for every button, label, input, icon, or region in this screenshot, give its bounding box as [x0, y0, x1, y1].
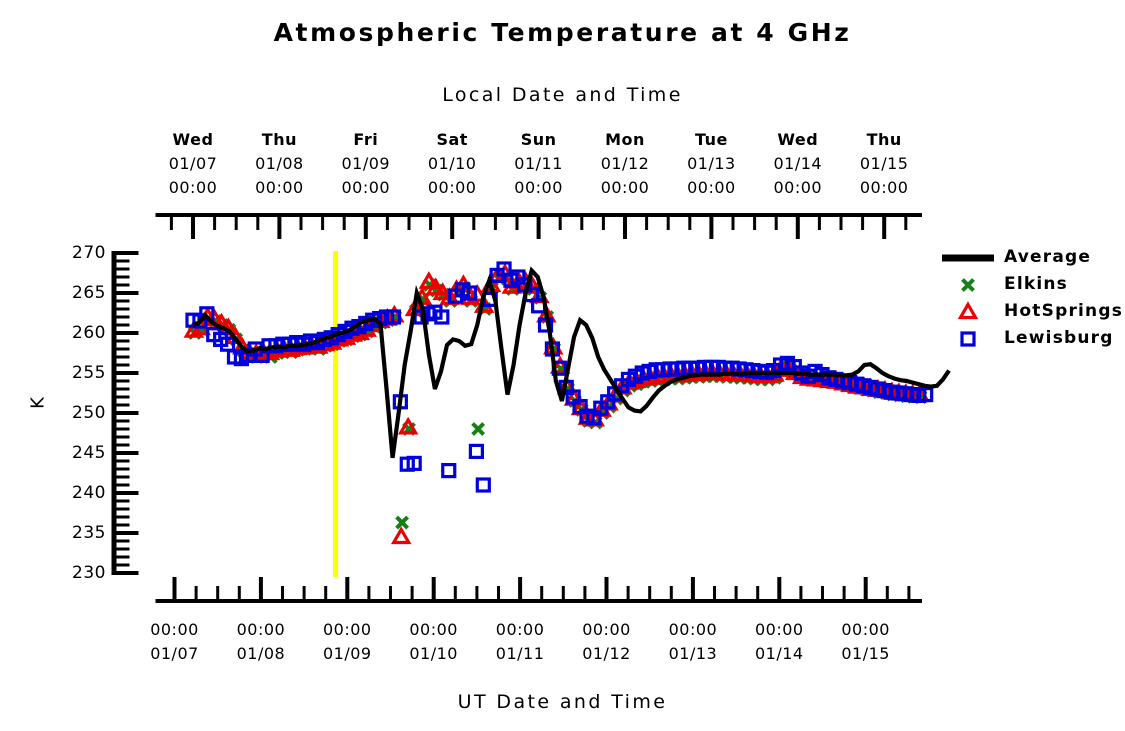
top-tick-time: 00:00 [341, 178, 391, 197]
top-axis-ruler [155, 213, 922, 239]
bottom-tick-01-10: 00:00 01/10 [389, 618, 479, 666]
top-tick-day: Mon [605, 130, 645, 149]
top-tick-time: 00:00 [255, 178, 304, 197]
legend-label-average: Average [1004, 247, 1092, 267]
top-tick-date: 01/07 [168, 154, 218, 173]
y-tick-235: 235 [72, 523, 106, 543]
bottom-tick-date: 01/09 [322, 644, 372, 663]
top-tick-01-15: Thu 01/15 00:00 [839, 128, 929, 200]
bottom-axis-ruler [155, 577, 922, 603]
top-tick-01-07: Wed 01/07 00:00 [148, 128, 238, 200]
bottom-tick-01-15: 00:00 01/15 [821, 618, 911, 666]
top-tick-01-14: Wed 01/14 00:00 [753, 128, 843, 200]
top-axis-title: Local Date and Time [442, 84, 683, 106]
top-tick-time: 00:00 [859, 178, 909, 197]
bottom-tick-date: 01/12 [582, 644, 631, 663]
top-tick-day: Sun [520, 130, 557, 149]
bottom-tick-date: 01/07 [150, 644, 199, 663]
top-tick-day: Thu [866, 130, 902, 149]
bottom-tick-date: 01/14 [754, 644, 804, 663]
legend-label-lewisburg: Lewisburg [1004, 328, 1114, 348]
top-tick-01-08: Thu 01/08 00:00 [234, 128, 324, 200]
bottom-tick-time: 00:00 [236, 620, 286, 639]
top-tick-date: 01/15 [859, 154, 909, 173]
bottom-tick-time: 00:00 [841, 620, 890, 639]
data-series-group [183, 261, 951, 545]
bottom-tick-date: 01/15 [841, 644, 890, 663]
top-tick-day: Thu [261, 130, 297, 149]
y-tick-250: 250 [72, 403, 106, 423]
bottom-axis-title: UT Date and Time [457, 691, 668, 713]
y-tick-230: 230 [72, 563, 106, 583]
bottom-tick-date: 01/08 [236, 644, 286, 663]
top-tick-day: Fri [353, 130, 379, 149]
legend-label-hotsprings: HotSprings [1004, 301, 1124, 321]
top-tick-date: 01/08 [255, 154, 304, 173]
top-tick-time: 00:00 [168, 178, 218, 197]
bottom-tick-01-13: 00:00 01/13 [648, 618, 738, 666]
bottom-tick-01-11: 00:00 01/11 [475, 618, 565, 666]
bottom-tick-time: 00:00 [582, 620, 631, 639]
y-tick-270: 270 [72, 243, 106, 263]
top-tick-date: 01/12 [600, 154, 650, 173]
bottom-tick-time: 00:00 [322, 620, 372, 639]
top-tick-time: 00:00 [600, 178, 650, 197]
top-tick-day: Wed [172, 130, 214, 149]
bottom-tick-time: 00:00 [409, 620, 458, 639]
bottom-tick-date: 01/13 [668, 644, 718, 663]
bottom-tick-date: 01/10 [409, 644, 458, 663]
top-tick-date: 01/14 [773, 154, 823, 173]
top-tick-01-12: Mon 01/12 00:00 [580, 128, 670, 200]
bottom-tick-01-07: 00:00 01/07 [130, 618, 220, 666]
y-tick-255: 255 [72, 363, 106, 383]
top-tick-01-10: Sat 01/10 00:00 [407, 128, 497, 200]
y-axis-ruler [111, 251, 139, 575]
top-tick-date: 01/09 [341, 154, 391, 173]
series-lewisburg [185, 261, 934, 493]
y-tick-265: 265 [72, 283, 106, 303]
page-title: Atmospheric Temperature at 4 GHz [273, 18, 852, 47]
y-tick-260: 260 [72, 323, 106, 343]
y-tick-240: 240 [72, 483, 106, 503]
bottom-tick-date: 01/11 [495, 644, 545, 663]
top-tick-day: Sat [436, 130, 468, 149]
top-tick-01-13: Tue 01/13 00:00 [666, 128, 756, 200]
bottom-tick-time: 00:00 [668, 620, 718, 639]
bottom-tick-01-14: 00:00 01/14 [734, 618, 824, 666]
bottom-tick-time: 00:00 [150, 620, 199, 639]
legend-markers [942, 254, 994, 347]
bottom-tick-01-09: 00:00 01/09 [302, 618, 392, 666]
bottom-tick-01-12: 00:00 01/12 [562, 618, 652, 666]
bottom-tick-time: 00:00 [754, 620, 804, 639]
bottom-tick-time: 00:00 [495, 620, 545, 639]
top-tick-time: 00:00 [514, 178, 563, 197]
y-tick-245: 245 [72, 443, 106, 463]
top-tick-time: 00:00 [427, 178, 477, 197]
top-tick-date: 01/13 [687, 154, 736, 173]
top-tick-date: 01/11 [514, 154, 563, 173]
series-elkins [187, 270, 928, 530]
top-tick-time: 00:00 [773, 178, 823, 197]
series-average-line [192, 266, 951, 459]
top-tick-day: Wed [777, 130, 819, 149]
top-tick-01-09: Fri 01/09 00:00 [321, 128, 411, 200]
top-tick-date: 01/10 [427, 154, 477, 173]
now-marker-line [333, 251, 339, 577]
legend-label-elkins: Elkins [1004, 274, 1068, 294]
top-tick-time: 00:00 [687, 178, 736, 197]
series-hotsprings [183, 263, 930, 545]
bottom-tick-01-08: 00:00 01/08 [216, 618, 306, 666]
top-tick-01-11: Sun 01/11 00:00 [494, 128, 584, 200]
top-tick-day: Tue [694, 130, 728, 149]
